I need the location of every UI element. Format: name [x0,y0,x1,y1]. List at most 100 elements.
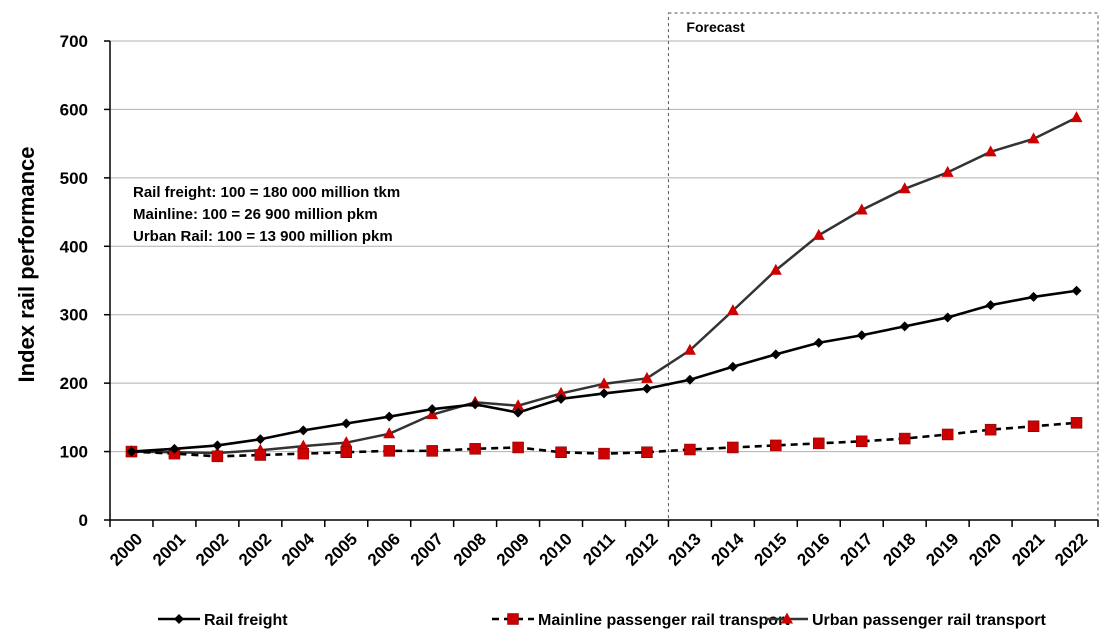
legend-item: Rail freight [158,612,288,629]
series-rail-freight [126,285,1082,457]
x-tick-label: 2014 [708,529,749,570]
x-tick-label: 2005 [321,529,361,569]
data-point [1071,285,1082,296]
y-tick-label: 500 [60,169,88,188]
y-tick-label: 300 [60,306,88,325]
data-point [298,425,309,436]
data-point [512,399,525,411]
y-tick-label: 700 [60,32,88,51]
legend-item: Urban passenger rail transport [766,612,1047,629]
data-point [898,182,911,194]
series-layer [125,111,1083,463]
series-urban-passenger-rail-transport [125,111,1083,458]
y-tick-label: 600 [60,100,88,119]
x-tick-label: 2002 [192,529,232,569]
data-point [384,411,395,422]
data-point [683,343,696,355]
data-point [898,432,911,445]
x-tick-label: 2012 [622,529,662,569]
data-point [684,374,695,385]
data-point [855,203,868,215]
x-tick-label: 2011 [579,529,619,569]
data-point [126,446,137,457]
x-tick-label: 2021 [1008,529,1048,569]
data-point [599,388,609,399]
data-point [726,304,739,316]
data-point [340,446,353,459]
y-tick-label: 0 [79,511,88,530]
data-point [1028,291,1039,302]
data-point [856,330,867,341]
note-line: Mainline: 100 = 26 900 million pkm [133,206,378,223]
x-tick-label: 2018 [879,529,919,569]
y-tick-label: 400 [60,237,88,256]
x-tick-label: 2001 [149,529,189,569]
data-point [941,165,954,177]
data-point [254,449,267,461]
y-tick-label: 100 [60,443,88,462]
data-point [513,407,524,418]
data-point [555,386,568,398]
note-line: Urban Rail: 100 = 13 900 million pkm [133,228,393,245]
forecast-region: Forecast [667,12,1099,521]
data-point [297,439,310,451]
x-tick-label: 2019 [922,529,962,569]
x-tick-label: 2016 [793,529,833,569]
data-point [598,447,610,460]
data-point [1070,111,1083,123]
data-point [899,321,910,332]
data-point [641,446,653,459]
forecast-label: Forecast [686,19,745,35]
data-point [727,361,738,372]
legend-marker [781,612,793,624]
data-point [169,443,180,454]
legend-label: Mainline passenger rail transport [538,612,790,629]
x-tick-label: 2007 [407,529,447,569]
data-point [512,441,524,454]
legend-item: Mainline passenger rail transport [492,612,790,629]
axes [104,40,1099,527]
data-point [470,399,481,410]
data-point [469,443,481,455]
data-point [427,404,438,415]
x-tick-label: 2010 [536,529,576,569]
data-point [855,435,868,448]
data-point [941,428,954,441]
data-point [555,446,567,459]
data-point [383,445,395,457]
data-point [212,440,223,451]
data-point [813,437,825,450]
data-point [985,300,996,311]
note-line: Rail freight: 100 = 180 000 million tkm [133,184,400,201]
data-point [383,427,396,439]
data-point [211,450,224,463]
data-point [684,443,696,456]
x-tick-label: 2000 [106,529,146,569]
data-point [769,263,782,275]
data-point [770,439,782,452]
x-tick-label: 2002 [235,529,275,569]
series-line [131,116,1078,455]
data-point [812,228,825,240]
data-point [641,383,652,394]
series-mainline-passenger-rail-transport [125,417,1083,463]
y-tick-label: 200 [60,374,88,393]
data-point [341,418,352,429]
y-axis-title: Index rail performance [14,147,39,383]
data-point [727,441,739,454]
legend: Rail freight Mainline passenger rail tran… [158,612,1047,629]
data-point [340,436,353,448]
data-point [598,377,610,389]
x-tick-label: 2006 [364,529,404,569]
x-tick-label: 2004 [278,529,319,570]
data-point [640,371,653,383]
data-point [255,434,266,445]
x-tick-label: 2009 [493,529,533,569]
legend-marker [174,614,184,624]
data-point [556,393,567,404]
x-tick-label: 2013 [665,529,705,569]
legend-label: Urban passenger rail transport [812,612,1047,629]
legend-marker [507,613,519,625]
